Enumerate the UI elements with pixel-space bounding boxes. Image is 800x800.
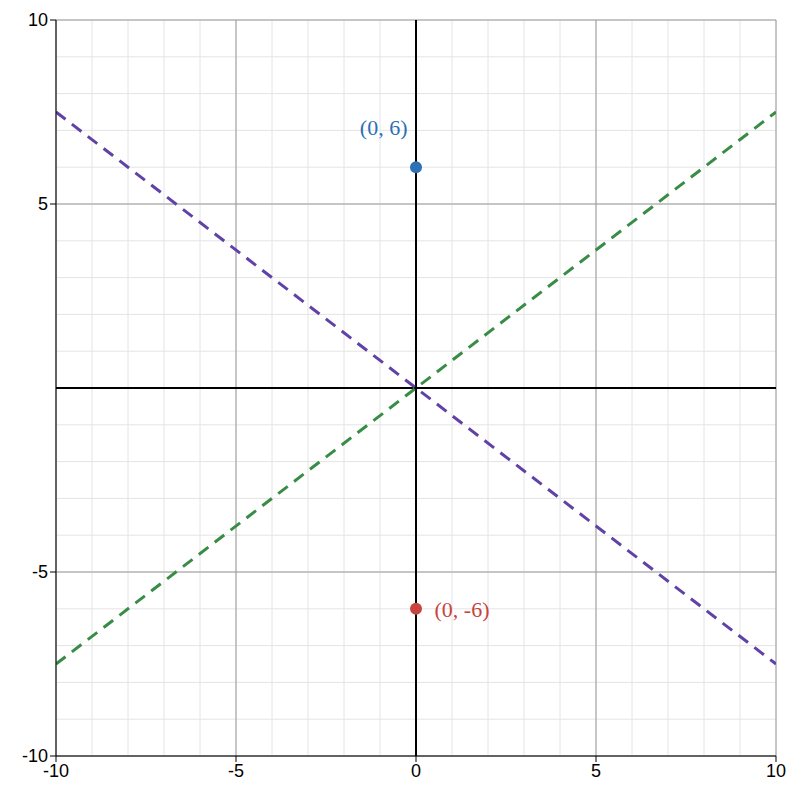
svg-text:5: 5: [591, 761, 601, 781]
svg-text:-5: -5: [228, 761, 244, 781]
svg-text:5: 5: [38, 194, 48, 214]
svg-text:10: 10: [766, 761, 786, 781]
svg-text:(0, -6): (0, -6): [435, 597, 490, 622]
svg-text:-10: -10: [43, 760, 69, 781]
svg-text:-5: -5: [32, 562, 48, 582]
svg-text:-10: -10: [22, 746, 48, 766]
svg-text:0: 0: [411, 761, 421, 781]
svg-text:(0, 6): (0, 6): [360, 115, 408, 140]
svg-text:10: 10: [28, 10, 48, 30]
